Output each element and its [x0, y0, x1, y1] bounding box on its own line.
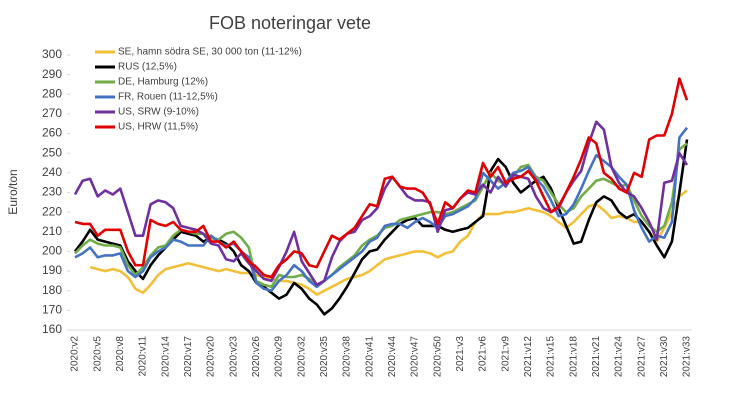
- y-tick-label: 290: [42, 67, 62, 81]
- y-tick-label: 220: [42, 204, 62, 218]
- x-tick-label: 2020:v11: [138, 336, 149, 377]
- x-tick-label: 2020:v50: [432, 336, 443, 378]
- x-tick-label: 2020:v38: [342, 336, 353, 378]
- x-tick-label: 2021:v18: [568, 336, 579, 378]
- x-tick-label: 2020:v20: [206, 336, 217, 378]
- y-tick-label: 180: [42, 283, 62, 297]
- x-tick-label: 2020:v41: [364, 336, 375, 378]
- series-line: [74, 142, 688, 289]
- series-line: [73, 120, 689, 287]
- x-tick-label: 2020:v47: [410, 336, 421, 378]
- x-tick-label: 2021:v3: [455, 336, 466, 372]
- y-tick-label: 170: [42, 303, 62, 317]
- x-tick-label: 2021:v30: [659, 336, 670, 378]
- x-tick-label: 2021:v24: [614, 336, 625, 378]
- x-tick-label: 2020:v26: [251, 336, 262, 378]
- y-tick-label: 300: [42, 47, 62, 61]
- x-tick-label: 2020:v32: [296, 336, 307, 378]
- x-tick-label: 2020:v44: [387, 336, 398, 378]
- y-tick-label: 260: [42, 126, 62, 140]
- y-tick-label: 250: [42, 145, 62, 159]
- series-line: [74, 126, 689, 292]
- legend-label: RUS (12,5%): [118, 62, 177, 73]
- legend-label: DE, Hamburg (12%): [118, 77, 208, 88]
- y-tick-label: 280: [42, 86, 62, 100]
- legend-label: US, HRW (11,5%): [118, 122, 198, 133]
- x-tick-label: 2021:v9: [500, 336, 511, 372]
- y-tick-label: 160: [42, 322, 62, 336]
- series-line: [74, 77, 689, 279]
- legend-label: FR, Rouen (11-12,5%): [118, 92, 218, 103]
- legend-label: SE, hamn södra SE, 30 000 ton (11-12%): [118, 47, 302, 58]
- x-tick-label: 2020:v35: [319, 336, 330, 378]
- y-tick-label: 190: [42, 263, 62, 277]
- x-tick-label: 2020:v2: [70, 336, 81, 372]
- y-tick-label: 200: [42, 244, 62, 258]
- x-tick-label: 2020:v23: [228, 336, 239, 378]
- legend-label: US, SRW (9-10%): [118, 107, 199, 118]
- y-tick-label: 270: [42, 106, 62, 120]
- y-tick-label: 230: [42, 185, 62, 199]
- chart-title: FOB noteringar vete: [209, 13, 371, 33]
- x-tick-label: 2020:v17: [183, 336, 194, 378]
- x-tick-label: 2021:v21: [591, 336, 602, 378]
- y-tick-label: 240: [42, 165, 62, 179]
- y-tick-label: 210: [42, 224, 62, 238]
- x-tick-label: 2021:v27: [636, 336, 647, 378]
- x-tick-label: 2021:v15: [546, 336, 557, 378]
- y-axis-label: Euro/ton: [6, 169, 20, 214]
- x-tick-label: 2020:v29: [274, 336, 285, 378]
- x-tick-label: 2021:v6: [478, 336, 489, 372]
- x-tick-label: 2020:v5: [92, 336, 103, 372]
- x-tick-label: 2020:v8: [115, 336, 126, 372]
- x-tick-label: 2021:v12: [523, 336, 534, 378]
- x-tick-label: 2020:v14: [160, 336, 171, 378]
- series-line: [73, 139, 689, 316]
- x-tick-label: 2021:v33: [682, 336, 693, 378]
- series-line: [89, 189, 688, 296]
